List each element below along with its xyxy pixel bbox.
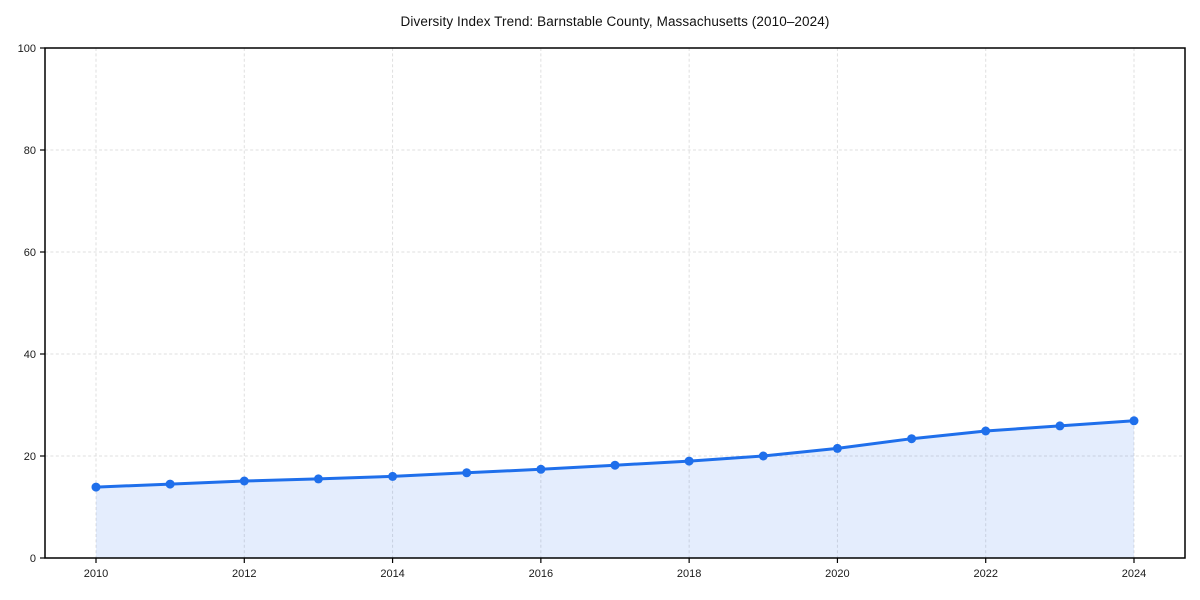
data-point-marker (832, 443, 842, 453)
plot-border (44, 47, 1186, 559)
y-axis-tick-label: 20 (24, 451, 36, 463)
x-axis-tick-label: 2022 (973, 568, 997, 580)
data-point-marker (239, 476, 249, 486)
data-point-marker (1055, 421, 1065, 431)
area-fill (96, 420, 1134, 558)
y-axis-tick-label: 100 (18, 43, 36, 55)
x-axis-tick-label: 2018 (677, 568, 701, 580)
chart-title: Diversity Index Trend: Barnstable County… (400, 14, 830, 29)
x-axis-tick-label: 2010 (84, 568, 108, 580)
x-axis-tick-label: 2016 (529, 568, 553, 580)
x-axis-tick-label: 2020 (825, 568, 849, 580)
data-point-marker (1129, 416, 1139, 426)
y-axis-tick-label: 80 (24, 145, 36, 157)
data-point-marker (462, 468, 472, 478)
y-axis-tick-label: 40 (24, 349, 36, 361)
data-point-marker (684, 456, 694, 466)
data-point-marker (313, 474, 323, 484)
data-point-marker (610, 460, 620, 470)
x-axis-tick-label: 2024 (1122, 568, 1146, 580)
data-point-marker (91, 482, 101, 492)
data-point-marker (388, 471, 398, 481)
data-point-marker (907, 434, 917, 444)
data-point-marker (758, 451, 768, 461)
data-point-marker (981, 426, 991, 436)
y-axis-tick-label: 60 (24, 247, 36, 259)
data-point-marker (536, 464, 546, 474)
x-axis-tick-label: 2012 (232, 568, 256, 580)
y-axis-tick-label: 0 (30, 553, 36, 565)
x-axis-tick-label: 2014 (380, 568, 404, 580)
data-point-marker (165, 479, 175, 489)
